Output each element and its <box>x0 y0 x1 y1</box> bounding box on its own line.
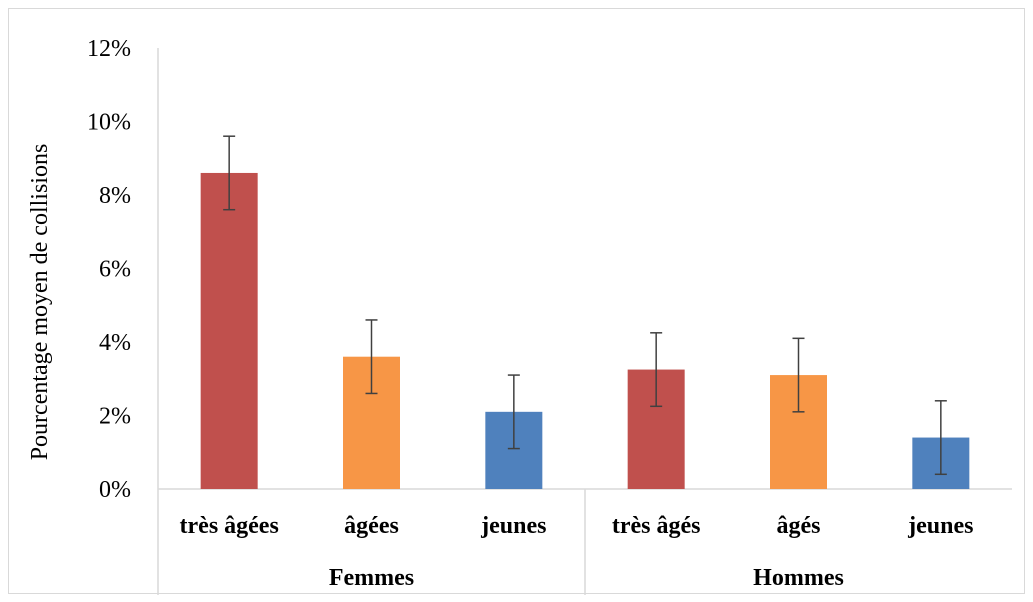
y-tick-label: 4% <box>99 330 131 356</box>
category-label: très âgées <box>180 513 279 539</box>
y-tick-label: 6% <box>99 257 131 283</box>
bars <box>200 172 970 489</box>
y-tick-label: 10% <box>87 110 131 136</box>
group-labels: Femmes Hommes <box>329 565 844 591</box>
y-tick-label: 8% <box>99 183 131 209</box>
y-tick-label: 2% <box>99 404 131 430</box>
y-tick-label: 12% <box>87 36 131 62</box>
y-axis-label: Pourcentage moyen de collisions <box>27 144 53 461</box>
y-tick-labels: 0% 2% 4% 6% 8% 10% 12% <box>87 36 131 503</box>
group-label: Femmes <box>329 565 414 591</box>
axes <box>157 48 1012 595</box>
category-label: âgées <box>344 513 399 539</box>
y-tick-label: 0% <box>99 477 131 503</box>
group-label: Hommes <box>753 565 844 591</box>
category-label: jeunes <box>907 513 973 539</box>
category-labels: très âgées âgées jeunes très âgés âgés jeunes <box>180 513 974 539</box>
chart-frame <box>8 8 1025 594</box>
category-label: jeunes <box>480 513 546 539</box>
category-label: très âgés <box>612 513 701 539</box>
category-label: âgés <box>777 513 821 539</box>
error-bars <box>223 135 947 476</box>
bar <box>200 172 258 489</box>
